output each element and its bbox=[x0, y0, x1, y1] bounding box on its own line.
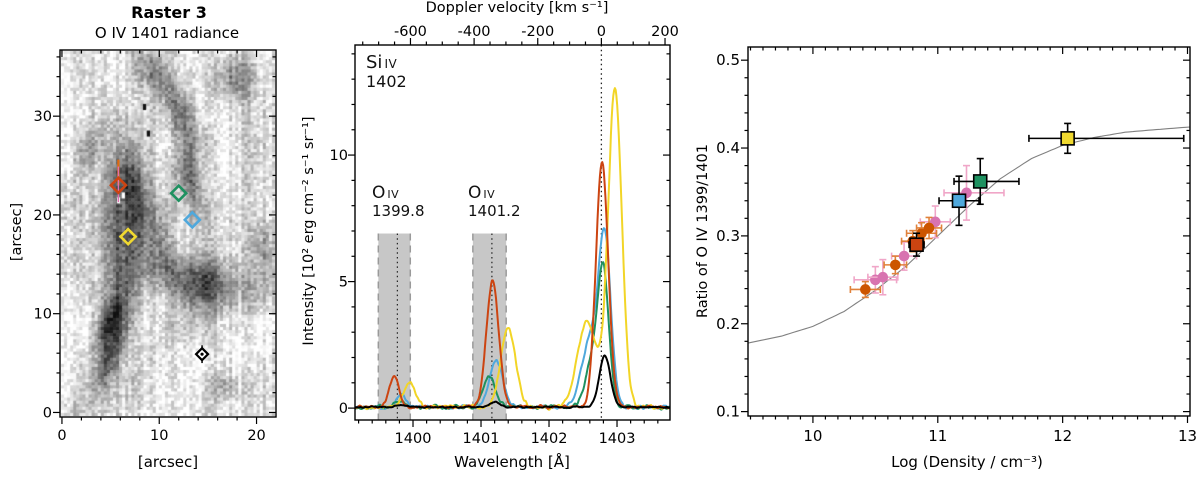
tick-label: -200 bbox=[521, 24, 554, 40]
intensity-axis-label: Intensity [10² erg cm⁻² s⁻¹ sr⁻¹] bbox=[301, 116, 317, 346]
left-yaxis-label: [arcsec] bbox=[9, 202, 25, 262]
tick-label: 1403 bbox=[599, 431, 636, 447]
shaded-band bbox=[472, 233, 507, 420]
marker-region-green bbox=[169, 183, 189, 203]
tick-label: 0 bbox=[57, 428, 66, 444]
tick-label: 0.1 bbox=[716, 403, 740, 421]
panel-ratio: 10 11 12 13 0.1 0.2 0.3 0.4 0.5 bbox=[716, 46, 1197, 445]
tick-label: 1400 bbox=[395, 431, 432, 447]
tick-label: 0.5 bbox=[716, 51, 740, 69]
tick-label: 13 bbox=[1178, 427, 1197, 445]
tick-label: 10 bbox=[150, 428, 168, 444]
left-panel-subtitle: O IV 1401 radiance bbox=[94, 24, 240, 42]
spectrum-blue bbox=[355, 227, 670, 411]
o2-element: O bbox=[468, 183, 482, 203]
si-wavelength: 1402 bbox=[366, 72, 407, 92]
tick-label: -400 bbox=[458, 24, 491, 40]
marker-region-blue bbox=[182, 210, 202, 230]
data-point-circle bbox=[916, 227, 927, 239]
tick-label: 20 bbox=[247, 428, 265, 444]
tick-label: 10 bbox=[330, 148, 348, 164]
tick-label: 11 bbox=[928, 427, 947, 445]
data-point-circle bbox=[890, 259, 901, 271]
tick-label: -600 bbox=[394, 24, 427, 40]
tick-label: 12 bbox=[1053, 427, 1072, 445]
o1-wavelength: 1399.8 bbox=[372, 202, 425, 221]
spectrum-black bbox=[355, 354, 670, 409]
left-xaxis-label: [arcsec] bbox=[137, 453, 199, 471]
data-point-circle bbox=[877, 271, 889, 283]
data-point-circle bbox=[923, 222, 935, 234]
spectrum-yellow bbox=[355, 87, 670, 411]
tick-label: 30 bbox=[34, 109, 52, 125]
tick-label: 1401 bbox=[463, 431, 500, 447]
data-point-square bbox=[1060, 131, 1075, 146]
raster-markers bbox=[109, 159, 210, 364]
tick-label: 0 bbox=[597, 24, 606, 40]
data-point-square bbox=[951, 193, 967, 209]
o2-ion: IV bbox=[483, 188, 496, 201]
shaded-band bbox=[378, 233, 411, 420]
density-axis-label: Log (Density / cm⁻³) bbox=[891, 453, 1043, 471]
tick-label: 0 bbox=[339, 401, 348, 417]
data-point-square bbox=[909, 237, 924, 252]
tick-label: 0.2 bbox=[716, 315, 740, 333]
tick-label: 0.4 bbox=[716, 139, 740, 157]
o1-element: O bbox=[372, 183, 386, 203]
panel-raster: 0 10 20 0 10 20 30 bbox=[34, 49, 277, 444]
tick-label: 10 bbox=[34, 307, 52, 323]
theory-curve bbox=[747, 126, 1191, 344]
si-ion: IV bbox=[384, 57, 398, 71]
line-label-o-iv-1399: O IV 1399.8 bbox=[372, 183, 425, 221]
doppler-axis-label: Doppler velocity [km s⁻¹] bbox=[425, 0, 609, 16]
data-point-square bbox=[972, 174, 988, 189]
marker-region-yellow bbox=[118, 227, 138, 246]
data-point-circle bbox=[860, 284, 871, 295]
line-label-o-iv-1401: O IV 1401.2 bbox=[468, 183, 521, 221]
data-point-circle bbox=[898, 250, 910, 262]
tick-label: 5 bbox=[339, 275, 348, 291]
tick-label: 10 bbox=[803, 427, 822, 445]
line-label-si-iv-1402: Si IV 1402 bbox=[366, 52, 407, 92]
tick-label: 1402 bbox=[531, 431, 568, 447]
o1-ion: IV bbox=[387, 188, 400, 201]
marker-region-red bbox=[109, 175, 128, 195]
spectra-curves bbox=[355, 87, 670, 411]
tick-label: 200 bbox=[651, 24, 679, 40]
ratio-axis-label: Ratio of O IV 1399/1401 bbox=[695, 144, 711, 318]
panel-spectra: 1400 1401 1402 1403 0 5 10 -600 -400 -200 0 200 bbox=[330, 24, 679, 447]
raster-image bbox=[61, 51, 275, 416]
o2-wavelength: 1401.2 bbox=[468, 202, 521, 221]
si-element: Si bbox=[366, 52, 383, 73]
tick-label: 20 bbox=[34, 208, 52, 224]
left-panel-title: Raster 3 bbox=[131, 3, 207, 22]
tick-label: 0 bbox=[43, 405, 52, 421]
tick-label: 0.3 bbox=[716, 227, 740, 245]
wavelength-axis-label: Wavelength [Å] bbox=[454, 453, 570, 471]
ratio-points bbox=[849, 122, 1185, 299]
